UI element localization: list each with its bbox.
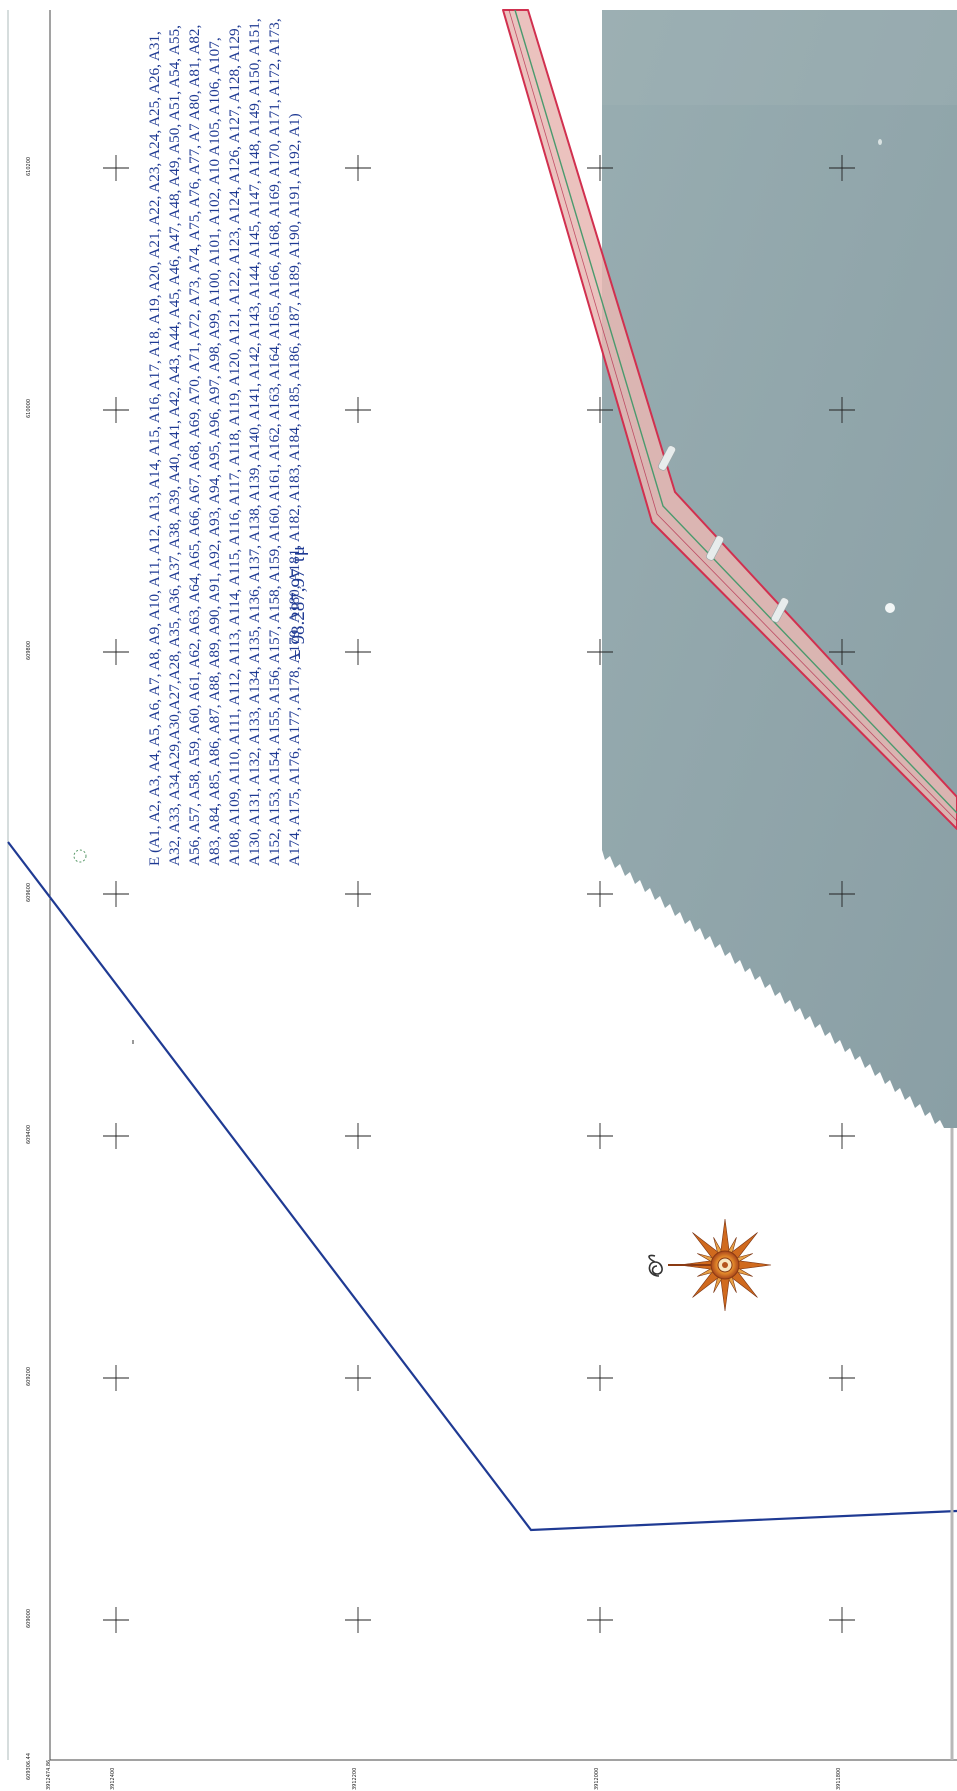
coord-label-bottom: 3912400 — [110, 1767, 116, 1790]
coord-label-bottom: 3912200 — [352, 1767, 358, 1790]
corner-coord-label: 609306.44 — [26, 1752, 32, 1780]
area-label: E (A1, A2, A3, A4, A5, A6, A7, A8, A9, A… — [146, 18, 303, 866]
coord-label-left: 609200 — [26, 1366, 32, 1386]
corner-coord-label: 3912474.86 — [46, 1759, 52, 1790]
north-arrow-icon — [648, 1254, 663, 1277]
ship-1 — [658, 445, 676, 471]
ship-3 — [771, 597, 789, 623]
boundary-line — [7, 841, 957, 1532]
corridor-band — [502, 9, 957, 830]
ship-2 — [706, 535, 724, 561]
coord-label-bottom: 3912000 — [594, 1767, 600, 1790]
sea-tile-tint — [602, 10, 957, 105]
coord-label-left: 609600 — [26, 882, 32, 902]
coord-label-left: 609800 — [26, 640, 32, 660]
coord-label-left: 610000 — [26, 398, 32, 418]
buoy-marker — [885, 603, 895, 613]
corridor-inner-edge — [508, 9, 957, 822]
area-value: = 98.287,97 τμ — [288, 545, 309, 660]
corridor-centerline — [514, 9, 957, 814]
sea-area — [602, 10, 957, 1128]
coord-label-bottom: 3911800 — [836, 1767, 842, 1790]
grid-crosses — [103, 155, 855, 1633]
coord-label-left: 609000 — [26, 1608, 32, 1628]
coord-label-left: 609400 — [26, 1124, 32, 1144]
small-rock — [878, 139, 882, 145]
symbol-glyph-icon — [73, 849, 87, 863]
coord-label-left: 610200 — [26, 156, 32, 176]
compass-rose-icon — [668, 1218, 772, 1312]
